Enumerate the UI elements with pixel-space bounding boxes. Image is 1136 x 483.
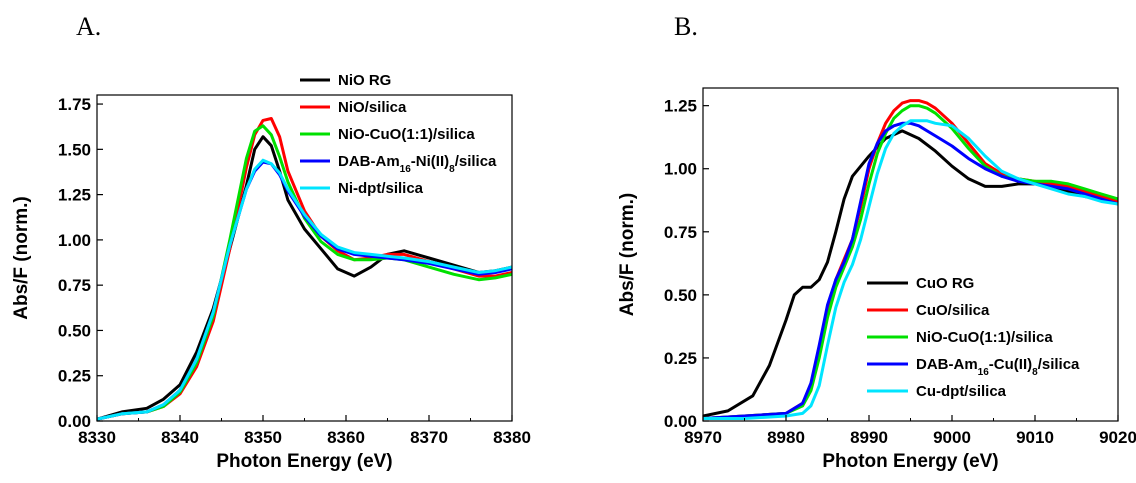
legend-label-a-4: Ni-dpt/silica [338,180,424,197]
legend-label-a-1: NiO/silica [338,99,407,116]
x-tick-label-b-2: 8990 [850,428,888,447]
y-tick-label-a-3: 0.75 [58,276,91,295]
y-tick-label-b-4: 1.00 [664,160,697,179]
panel-label-a: A. [76,12,102,41]
x-tick-label-a-2: 8350 [244,428,282,447]
x-tick-label-a-1: 8340 [161,428,199,447]
legend-label-b-0: CuO RG [916,275,974,292]
legend-label-b-1: CuO/silica [916,302,990,319]
y-tick-label-b-5: 1.25 [664,97,697,116]
y-tick-label-a-1: 0.25 [58,367,91,386]
legend-label-b-4: Cu-dpt/silica [916,383,1007,400]
x-axis-title-a: Photon Energy (eV) [216,451,392,472]
x-tick-label-a-4: 8370 [410,428,448,447]
panel-label-b: B. [674,12,698,41]
series-line-b-2 [703,104,1118,420]
y-axis-title-b: Abs/F (norm.) [617,193,638,317]
legend-label-b-2: NiO-CuO(1:1)/silica [916,329,1053,346]
legend-b: CuO RG CuO/silica NiO-CuO(1:1)/silica DAB-A… [867,275,1080,400]
legend-label-a-2: NiO-CuO(1:1)/silica [338,126,475,143]
x-axis-title-b: Photon Energy (eV) [822,451,998,472]
chart-b: 8970 8980 8990 9000 9010 9020 0.00 0.25 0.50 0.75… [617,87,1136,472]
series-line-a-4 [97,158,512,421]
series-line-a-3 [97,160,512,421]
x-tick-label-b-0: 8970 [684,428,722,447]
y-tick-label-b-2: 0.50 [664,286,697,305]
x-tick-label-b-3: 9000 [933,428,971,447]
chart-a: 8330 8340 8350 8360 8370 8380 0.00 0.25 0.50 0.75… [11,72,531,472]
x-tick-label-a-0: 8330 [78,428,116,447]
series-line-b-0 [703,129,1118,418]
series-line-a-0 [97,135,512,421]
legend-label-a-3: DAB-Am16-Ni(II)8/silica [338,153,497,175]
x-tick-label-b-1: 8980 [767,428,805,447]
y-tick-label-b-0: 0.00 [664,412,697,431]
y-axis-title-a: Abs/F (norm.) [11,196,32,320]
legend-label-a-0: NiO RG [338,72,391,89]
y-tick-label-a-7: 1.75 [58,95,91,114]
y-tick-label-a-2: 0.50 [58,321,91,340]
plot-frame-a [96,94,513,422]
y-tick-label-b-1: 0.25 [664,349,697,368]
legend-label-b-3: DAB-Am16-Cu(II)8/silica [916,356,1080,378]
series-line-b-4 [703,119,1118,420]
y-tick-label-b-3: 0.75 [664,223,697,242]
y-tick-label-a-0: 0.00 [58,412,91,431]
y-tick-label-a-5: 1.25 [58,186,91,205]
x-tick-label-b-4: 9010 [1016,428,1054,447]
x-tick-label-b-5: 9020 [1099,428,1136,447]
y-tick-label-a-4: 1.00 [58,231,91,250]
legend-a: NiO RG NiO/silica NiO-CuO(1:1)/silica DAB-A… [300,72,497,197]
y-tick-label-a-6: 1.50 [58,140,91,159]
x-tick-label-a-3: 8360 [327,428,365,447]
x-tick-label-a-5: 8380 [493,428,531,447]
